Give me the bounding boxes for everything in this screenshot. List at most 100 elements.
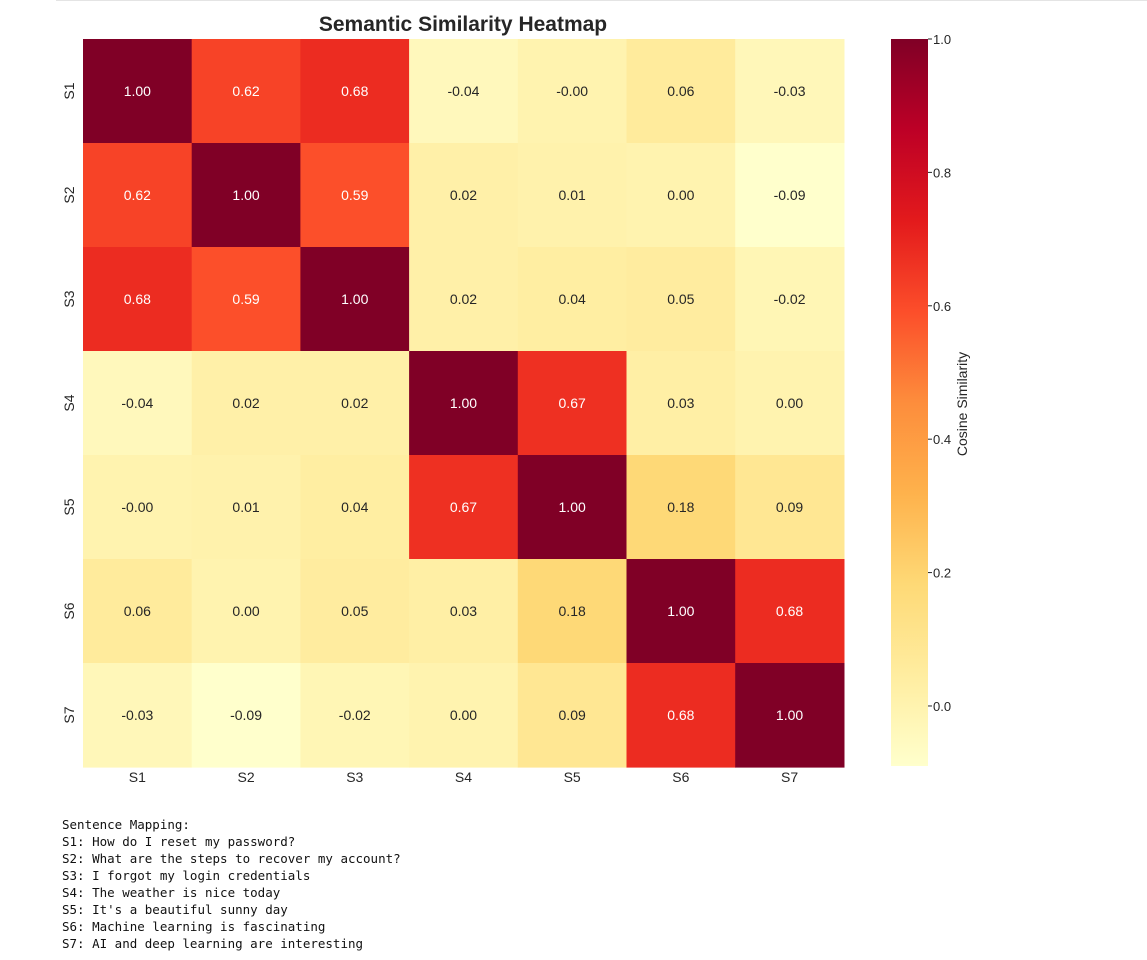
cell-value-label: 0.02 <box>232 395 259 411</box>
cell-value-label: -0.00 <box>556 83 588 99</box>
cell-value-label: 1.00 <box>559 499 586 515</box>
mapping-line: S6: Machine learning is fascinating <box>62 919 326 934</box>
cell-value-label: 0.18 <box>559 603 586 619</box>
colorbar-label: Cosine Similarity <box>954 352 970 456</box>
heatmap-cell <box>83 247 193 352</box>
heatmap-cell <box>409 455 519 560</box>
heatmap-cell <box>191 559 301 664</box>
cell-value-label: 0.59 <box>341 187 368 203</box>
y-tick-label: S6 <box>61 602 77 619</box>
x-tick-label: S1 <box>129 769 146 785</box>
heatmap-cell <box>83 663 193 768</box>
heatmap-cell <box>735 39 845 144</box>
heatmap-cell <box>409 39 519 144</box>
heatmap-cell <box>735 559 845 664</box>
cell-value-label: -0.09 <box>774 187 806 203</box>
chart-title: Semantic Similarity Heatmap <box>319 13 607 36</box>
cell-value-label: 0.03 <box>450 603 477 619</box>
cell-value-label: 0.04 <box>341 499 368 515</box>
heatmap-cell <box>409 663 519 768</box>
cell-value-label: 0.09 <box>559 707 586 723</box>
cell-value-label: -0.04 <box>447 83 479 99</box>
heatmap-cell <box>626 39 736 144</box>
heatmap-cell <box>300 455 410 560</box>
colorbar-ticks: 0.0 0.2 0.4 0.6 0.8 1.0 <box>928 32 951 714</box>
cell-value-label: 1.00 <box>124 83 151 99</box>
cell-value-label: 0.05 <box>341 603 368 619</box>
y-tick-label: S2 <box>61 186 77 203</box>
cell-value-label: 0.00 <box>667 187 694 203</box>
heatmap-cell <box>626 559 736 664</box>
mapping-heading: Sentence Mapping: <box>62 817 190 832</box>
cell-value-label: 0.01 <box>232 499 259 515</box>
colorbar-tick-label: 0.2 <box>933 566 951 581</box>
cell-value-label: 0.68 <box>776 603 803 619</box>
mapping-line: S4: The weather is nice today <box>62 885 281 900</box>
colorbar-tick-label: 0.8 <box>933 165 951 180</box>
heatmap-cell <box>83 455 193 560</box>
heatmap-cell <box>517 663 628 768</box>
cell-value-label: -0.02 <box>339 707 371 723</box>
cell-value-label: 0.59 <box>232 291 259 307</box>
cell-value-label: 0.05 <box>667 291 694 307</box>
cell-value-label: -0.03 <box>121 707 153 723</box>
cell-value-label: 0.02 <box>450 187 477 203</box>
cell-value-label: 0.02 <box>341 395 368 411</box>
heatmap-cell <box>517 559 628 664</box>
heatmap-cell <box>409 351 519 456</box>
x-tick-label: S2 <box>237 769 254 785</box>
cell-value-label: 0.67 <box>450 499 477 515</box>
mapping-line: S5: It's a beautiful sunny day <box>62 902 288 917</box>
cell-value-label: 0.01 <box>559 187 586 203</box>
heatmap-cell <box>517 247 628 352</box>
cell-value-label: 1.00 <box>450 395 477 411</box>
y-tick-label: S3 <box>61 290 77 307</box>
x-tick-label: S3 <box>346 769 363 785</box>
cell-value-label: 0.62 <box>232 83 259 99</box>
colorbar-tick-label: 0.6 <box>933 299 951 314</box>
heatmap-cell <box>191 351 301 456</box>
mapping-line: S7: AI and deep learning are interesting <box>62 936 364 951</box>
heatmap-cell <box>191 39 301 144</box>
cell-value-label: 1.00 <box>667 603 694 619</box>
heatmap-cell <box>83 143 193 248</box>
y-tick-label: S1 <box>61 82 77 99</box>
cell-value-label: 1.00 <box>232 187 259 203</box>
sentence-mapping: Sentence Mapping: S1: How do I reset my p… <box>62 816 401 952</box>
x-tick-label: S4 <box>455 769 472 785</box>
cell-value-label: -0.04 <box>121 395 153 411</box>
heatmap-chart: Semantic Similarity Heatmap 1.00 0.62 0.68… <box>61 13 970 785</box>
cell-value-label: 0.00 <box>450 707 477 723</box>
cell-value-label: 0.06 <box>124 603 151 619</box>
heatmap-cell <box>517 39 628 144</box>
heatmap-cell <box>409 143 519 248</box>
cell-value-label: -0.03 <box>774 83 806 99</box>
heatmap-cell <box>626 351 736 456</box>
cell-value-label: 0.04 <box>559 291 586 307</box>
colorbar <box>891 39 928 766</box>
heatmap-cell <box>409 559 519 664</box>
heatmap-cell <box>300 351 410 456</box>
cell-value-label: 0.62 <box>124 187 151 203</box>
cell-value-label: 0.09 <box>776 499 803 515</box>
x-tick-label: S6 <box>672 769 689 785</box>
heatmap-cells: 1.00 0.62 0.68 -0.04 -0.00 0.06 -0.03 0.62 1.00 0… <box>83 39 845 768</box>
heatmap-cell <box>300 663 410 768</box>
heatmap-cell <box>626 663 736 768</box>
x-tick-label: S7 <box>781 769 798 785</box>
cell-value-label: -0.02 <box>774 291 806 307</box>
heatmap-cell <box>83 559 193 664</box>
heatmap-cell <box>735 663 845 768</box>
cell-value-label: 0.06 <box>667 83 694 99</box>
cell-value-label: 0.68 <box>667 707 694 723</box>
cell-value-label: 1.00 <box>341 291 368 307</box>
heatmap-cell <box>300 39 410 144</box>
mapping-line: S2: What are the steps to recover my acc… <box>62 851 401 866</box>
cell-value-label: 0.67 <box>559 395 586 411</box>
heatmap-cell <box>735 351 845 456</box>
heatmap-cell <box>626 247 736 352</box>
cell-value-label: 0.68 <box>341 83 368 99</box>
heatmap-cell <box>300 247 410 352</box>
heatmap-cell <box>409 247 519 352</box>
cell-value-label: 0.18 <box>667 499 694 515</box>
